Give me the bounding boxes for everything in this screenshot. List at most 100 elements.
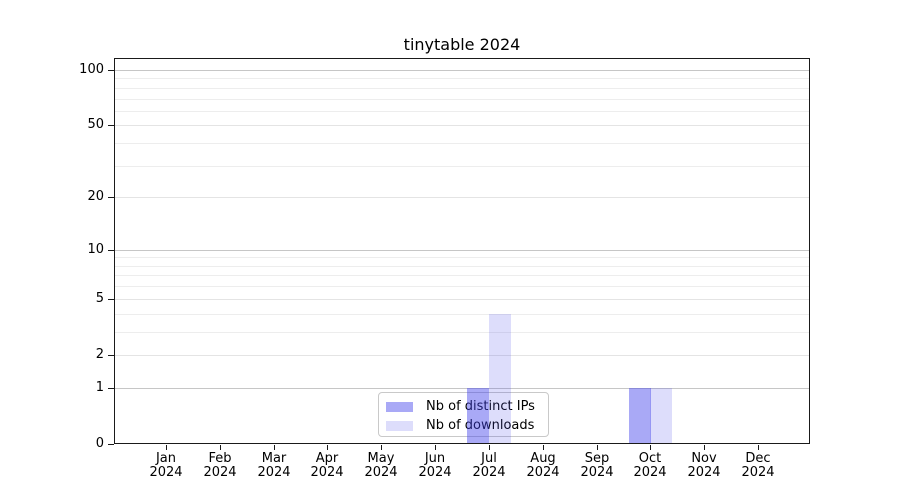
x-tick-label: Jul 2024 bbox=[459, 452, 519, 479]
x-tick-mark bbox=[220, 445, 221, 450]
y-tick-mark bbox=[108, 125, 114, 126]
x-tick-label: Sep 2024 bbox=[567, 452, 627, 479]
x-tick-label-month: Dec bbox=[745, 451, 771, 466]
x-tick-label: May 2024 bbox=[351, 452, 411, 479]
bar-oct-nb-of-downloads bbox=[650, 388, 672, 444]
y-tick-label: 50 bbox=[87, 117, 104, 132]
x-tick-label-month: Jan bbox=[155, 451, 177, 466]
x-tick-mark bbox=[435, 445, 436, 450]
x-tick-label-year: 2024 bbox=[149, 464, 183, 480]
x-tick-label-month: Jun bbox=[424, 451, 446, 466]
gridline-minor bbox=[114, 88, 810, 89]
gridline-major bbox=[114, 70, 810, 71]
x-tick-label: Feb 2024 bbox=[190, 452, 250, 479]
x-tick-label-month: Aug bbox=[530, 451, 556, 466]
plot-spine-right bbox=[809, 58, 810, 444]
x-tick-label: Jan 2024 bbox=[136, 452, 196, 479]
x-tick-label-year: 2024 bbox=[526, 464, 560, 480]
gridline-minor bbox=[114, 266, 810, 267]
y-tick-label: 10 bbox=[87, 242, 104, 257]
legend: Nb of distinct IPs Nb of downloads bbox=[378, 392, 549, 437]
x-tick-label: Oct 2024 bbox=[620, 452, 680, 479]
bar-oct-nb-of-distinct-ips bbox=[629, 388, 651, 444]
x-tick-label-year: 2024 bbox=[741, 464, 775, 480]
y-tick-label: 0 bbox=[95, 436, 104, 451]
gridline-minor bbox=[114, 332, 810, 333]
gridline-minor bbox=[114, 257, 810, 258]
gridline-minor bbox=[114, 143, 810, 144]
x-tick-label-year: 2024 bbox=[310, 464, 344, 480]
gridlines-layer bbox=[114, 58, 810, 444]
x-tick-mark bbox=[166, 445, 167, 450]
gridline-major bbox=[114, 125, 810, 126]
x-tick-label: Nov 2024 bbox=[674, 452, 734, 479]
x-tick-mark bbox=[758, 445, 759, 450]
gridline-major bbox=[114, 388, 810, 389]
x-tick-mark bbox=[327, 445, 328, 450]
gridline-minor bbox=[114, 99, 810, 100]
gridline-minor bbox=[114, 314, 810, 315]
bars-layer bbox=[114, 58, 810, 444]
gridline-major bbox=[114, 299, 810, 300]
x-tick-mark bbox=[381, 445, 382, 450]
legend-label-downloads: Nb of downloads bbox=[426, 418, 535, 433]
plot-spine-top bbox=[114, 58, 810, 59]
gridline-major bbox=[114, 355, 810, 356]
gridline-minor bbox=[114, 275, 810, 276]
gridline-major bbox=[114, 250, 810, 251]
y-tick-mark bbox=[108, 197, 114, 198]
x-tick-label: Dec 2024 bbox=[728, 452, 788, 479]
y-tick-mark bbox=[108, 444, 114, 445]
gridline-minor bbox=[114, 111, 810, 112]
x-tick-label-month: Apr bbox=[315, 451, 339, 466]
plot-spine-bottom bbox=[114, 443, 810, 444]
x-tick-label: Apr 2024 bbox=[297, 452, 357, 479]
y-tick-label: 1 bbox=[95, 380, 104, 395]
y-tick-label: 20 bbox=[87, 189, 104, 204]
x-tick-label-year: 2024 bbox=[257, 464, 291, 480]
x-tick-label: Aug 2024 bbox=[513, 452, 573, 479]
legend-item-downloads: Nb of downloads bbox=[379, 416, 548, 435]
gridline-minor bbox=[114, 286, 810, 287]
y-tick-mark bbox=[108, 70, 114, 71]
x-tick-label-year: 2024 bbox=[364, 464, 398, 480]
x-tick-label-year: 2024 bbox=[472, 464, 506, 480]
x-tick-label-year: 2024 bbox=[633, 464, 667, 480]
x-tick-label-year: 2024 bbox=[418, 464, 452, 480]
legend-label-distinct-ips: Nb of distinct IPs bbox=[426, 399, 535, 414]
x-tick-label-month: Mar bbox=[261, 451, 287, 466]
x-tick-label-month: Jul bbox=[481, 451, 497, 466]
x-tick-mark bbox=[489, 445, 490, 450]
bar-jul-nb-of-downloads bbox=[489, 314, 511, 444]
y-tick-label: 5 bbox=[95, 291, 104, 306]
x-tick-label-year: 2024 bbox=[687, 464, 721, 480]
bar-jul-nb-of-distinct-ips bbox=[467, 388, 489, 444]
x-tick-mark bbox=[650, 445, 651, 450]
x-tick-mark bbox=[543, 445, 544, 450]
x-tick-label-year: 2024 bbox=[580, 464, 614, 480]
legend-item-distinct-ips: Nb of distinct IPs bbox=[379, 397, 548, 416]
plot-area: Nb of distinct IPs Nb of downloads bbox=[114, 58, 810, 444]
x-tick-label-month: May bbox=[367, 451, 395, 466]
x-tick-label-month: Sep bbox=[584, 451, 610, 466]
x-tick-label: Jun 2024 bbox=[405, 452, 465, 479]
x-tick-mark bbox=[597, 445, 598, 450]
plot-spine-left bbox=[114, 58, 115, 444]
chart-title: tinytable 2024 bbox=[403, 35, 521, 54]
y-tick-mark bbox=[108, 299, 114, 300]
x-tick-label-year: 2024 bbox=[203, 464, 237, 480]
y-tick-mark bbox=[108, 355, 114, 356]
x-tick-label-month: Oct bbox=[638, 451, 662, 466]
gridline-minor bbox=[114, 78, 810, 79]
y-tick-label: 2 bbox=[95, 347, 104, 362]
gridline-minor bbox=[114, 166, 810, 167]
x-tick-label-month: Nov bbox=[691, 451, 717, 466]
x-tick-mark bbox=[704, 445, 705, 450]
legend-swatch-distinct-ips bbox=[386, 401, 413, 412]
x-tick-mark bbox=[274, 445, 275, 450]
x-tick-label-month: Feb bbox=[208, 451, 232, 466]
gridline-major bbox=[114, 197, 810, 198]
y-tick-mark bbox=[108, 250, 114, 251]
y-tick-mark bbox=[108, 388, 114, 389]
